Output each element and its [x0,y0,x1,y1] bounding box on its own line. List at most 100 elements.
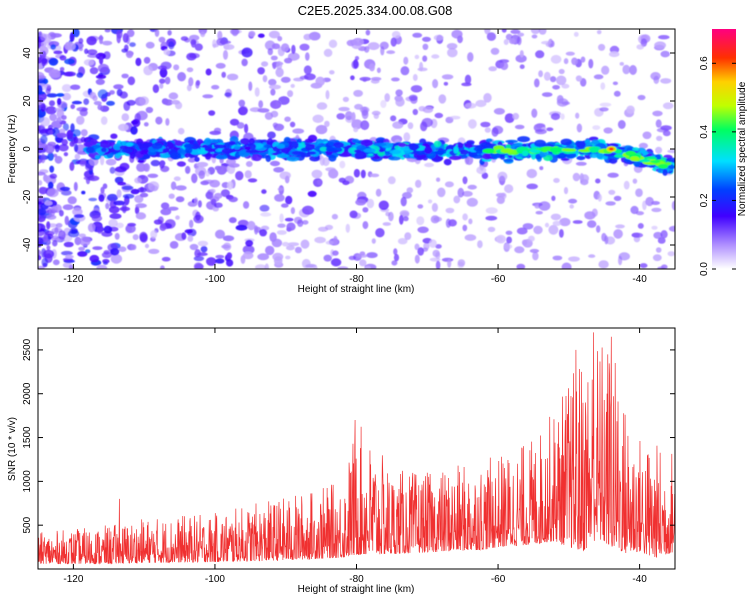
spectrogram-cell [285,195,293,205]
spectrogram-cell [269,160,281,167]
spectrogram-cell [467,184,477,190]
spectrogram-cell [572,220,583,224]
spectrogram-cell [303,33,313,41]
spectrogram-cell [254,225,259,235]
spectrogram-cell [257,253,270,261]
spectrogram-cell [167,206,179,211]
spectrogram-cell [171,99,181,105]
spectrogram-cell [301,258,311,269]
spectrogram-cell [38,249,41,256]
snr-x-label: Height of straight line (km) [298,584,415,595]
spectrogram-cell [122,33,129,43]
spectrogram-cell [185,165,191,174]
spectrogram-cell [491,127,499,137]
spectrogram-cell [535,123,546,129]
spectrogram-cell [387,176,396,185]
spectrogram-cell [255,264,267,269]
spectrogram-cell [55,223,63,228]
snr-panel: -120 -100 -80 -60 -40 500 1000 1500 2000 2500 He… [7,327,676,595]
spectrogram-cell [467,52,474,62]
spectrogram-cell [324,120,330,128]
spectrogram-cell [160,208,172,216]
spectrogram-cell [503,243,513,250]
spectrogram-cell [155,116,163,125]
spectrogram-cell [48,207,56,217]
spectrogram-cell [406,187,414,194]
spectrogram-cell [110,253,123,264]
spectrogram-cell [514,246,525,254]
spectrogram-cell [353,127,359,133]
spectrogram-cell [175,185,187,191]
spectrogram-cell [137,159,145,163]
spectrogram-cell [495,234,506,244]
spectrogram-cell [38,265,45,269]
spectrogram-cell [223,50,228,60]
spectrogram-cell [184,229,193,234]
spectrogram-cell [560,157,570,161]
spectrogram-cell [391,260,398,266]
spectrogram-cell [535,129,547,135]
spectrogram-cell [83,98,90,105]
spectrogram-cell [519,50,524,58]
spectrogram-cell [129,151,136,160]
spectrogram-cell [187,157,196,163]
spectrogram-cell [143,163,149,172]
colorbar-tick-label: 0.2 [699,193,710,207]
spectrogram-cell [74,236,82,246]
spectrogram-cell [62,92,72,101]
spectrogram-cell [286,156,300,162]
y-tick-label: 40 [22,47,33,59]
spectrogram-cell [601,65,610,75]
spectrogram-cell [595,178,601,184]
y-tick-label: -40 [22,237,33,252]
spectrogram-cell [631,232,644,238]
spectrogram-cell [485,138,493,143]
spectrogram-cell [660,50,670,58]
spectrogram-cell [94,155,101,160]
spectrogram-cell [399,210,410,217]
spectrogram-cell [447,259,452,268]
spectrogram-cell [650,160,661,164]
spectrogram-cell [176,161,186,167]
spectrogram-cell [392,121,404,129]
y-tick-label: 2500 [22,338,33,361]
x-tick-label: -120 [63,274,83,285]
spectrogram-cell [300,239,310,249]
spectrogram-cell [651,207,662,213]
spectrogram-cell [40,153,46,164]
spectrogram-cell [277,36,283,42]
spectrogram-cell [147,173,159,178]
spectrogram-cell [257,33,265,38]
spectrogram-cell [362,221,369,230]
spectrogram-cell [352,37,364,46]
spectrogram-cell [395,97,405,107]
spectrogram-cell [67,230,80,238]
spectrogram-cell [241,58,248,67]
spectrogram-cell [364,266,371,269]
spectrogram-cell [168,193,175,199]
spectrogram-cell [189,219,194,229]
spectrogram-cell [464,74,472,85]
spectrogram-cell [119,162,130,171]
spectrogram-cell [72,207,83,216]
spectrogram-cell [638,142,649,149]
spectrogram-cell [81,190,86,195]
spectrogram-cell [291,150,305,155]
spectrogram-cell [389,149,402,155]
spectrogram-cell [553,178,560,183]
spectrogram-cell [512,112,520,120]
spectrogram-cell [568,256,580,262]
spectrogram-cell [546,127,554,132]
spectrogram-cell [652,254,662,262]
x-tick-label: -80 [349,574,364,585]
spectrogram-cell [462,176,468,185]
spectrogram-cell [55,137,64,143]
spectrogram-cell [113,84,124,90]
spectrogram-cell [95,74,107,79]
spectrogram-cell [213,202,223,208]
spectrogram-cell [226,73,239,81]
spectrogram-cell [54,226,59,235]
spectrogram-cell [311,169,323,179]
spectrogram-cell [79,236,91,247]
spectrogram-cell [194,249,201,258]
